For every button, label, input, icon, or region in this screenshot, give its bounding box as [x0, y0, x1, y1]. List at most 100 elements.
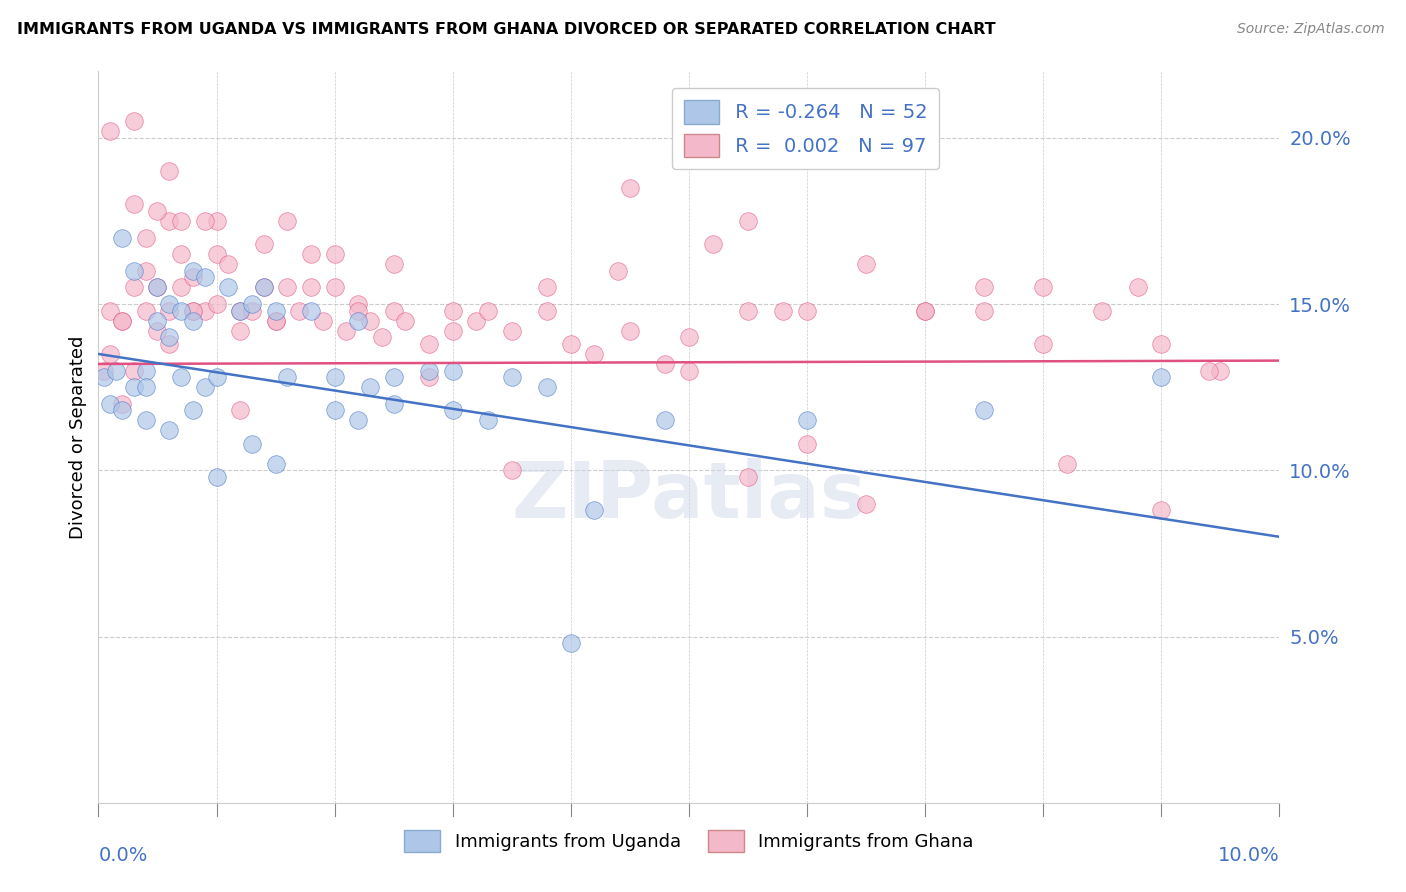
- Point: [264, 303, 287, 318]
- Point: [347, 303, 370, 318]
- Point: [122, 264, 145, 278]
- Point: [477, 413, 499, 427]
- Point: [1032, 280, 1054, 294]
- Point: [170, 280, 193, 294]
- Point: [654, 413, 676, 427]
- Point: [253, 237, 276, 252]
- Point: [323, 403, 346, 417]
- Point: [465, 314, 488, 328]
- Point: [441, 324, 464, 338]
- Point: [105, 363, 128, 377]
- Point: [229, 303, 252, 318]
- Point: [560, 337, 582, 351]
- Point: [382, 303, 405, 318]
- Point: [678, 363, 700, 377]
- Point: [347, 413, 370, 427]
- Point: [359, 380, 381, 394]
- Point: [441, 403, 464, 417]
- Point: [122, 114, 145, 128]
- Point: [855, 257, 877, 271]
- Point: [194, 270, 217, 285]
- Point: [1209, 363, 1232, 377]
- Point: [170, 247, 193, 261]
- Point: [135, 380, 157, 394]
- Point: [229, 324, 252, 338]
- Point: [299, 303, 322, 318]
- Legend: Immigrants from Uganda, Immigrants from Ghana: Immigrants from Uganda, Immigrants from …: [396, 823, 981, 860]
- Point: [205, 297, 228, 311]
- Point: [181, 264, 204, 278]
- Point: [146, 324, 169, 338]
- Point: [122, 197, 145, 211]
- Point: [98, 124, 121, 138]
- Point: [264, 457, 287, 471]
- Point: [477, 303, 499, 318]
- Point: [1032, 337, 1054, 351]
- Point: [855, 497, 877, 511]
- Point: [229, 403, 252, 417]
- Point: [418, 363, 440, 377]
- Point: [181, 303, 204, 318]
- Text: ZIPatlas: ZIPatlas: [512, 458, 866, 533]
- Point: [1150, 503, 1173, 517]
- Point: [122, 280, 145, 294]
- Point: [146, 280, 169, 294]
- Point: [914, 303, 936, 318]
- Point: [122, 380, 145, 394]
- Point: [382, 397, 405, 411]
- Point: [737, 303, 759, 318]
- Point: [418, 337, 440, 351]
- Point: [135, 413, 157, 427]
- Point: [737, 214, 759, 228]
- Point: [111, 230, 134, 244]
- Point: [111, 314, 134, 328]
- Point: [240, 436, 263, 450]
- Point: [323, 247, 346, 261]
- Point: [93, 370, 115, 384]
- Point: [299, 280, 322, 294]
- Point: [418, 370, 440, 384]
- Point: [217, 257, 239, 271]
- Point: [973, 303, 995, 318]
- Point: [181, 314, 204, 328]
- Point: [536, 303, 558, 318]
- Point: [382, 257, 405, 271]
- Point: [264, 314, 287, 328]
- Point: [619, 180, 641, 194]
- Point: [135, 264, 157, 278]
- Point: [394, 314, 416, 328]
- Point: [1126, 280, 1149, 294]
- Point: [583, 503, 606, 517]
- Point: [157, 297, 180, 311]
- Point: [229, 303, 252, 318]
- Point: [135, 363, 157, 377]
- Point: [98, 303, 121, 318]
- Point: [98, 347, 121, 361]
- Point: [737, 470, 759, 484]
- Point: [312, 314, 335, 328]
- Point: [536, 380, 558, 394]
- Point: [157, 303, 180, 318]
- Text: 10.0%: 10.0%: [1218, 846, 1279, 865]
- Point: [205, 214, 228, 228]
- Point: [181, 270, 204, 285]
- Point: [194, 214, 217, 228]
- Point: [973, 403, 995, 417]
- Point: [678, 330, 700, 344]
- Point: [1198, 363, 1220, 377]
- Point: [288, 303, 311, 318]
- Point: [240, 303, 263, 318]
- Point: [371, 330, 394, 344]
- Point: [240, 297, 263, 311]
- Point: [299, 247, 322, 261]
- Point: [702, 237, 724, 252]
- Point: [276, 214, 298, 228]
- Point: [441, 363, 464, 377]
- Point: [607, 264, 630, 278]
- Point: [111, 403, 134, 417]
- Point: [157, 424, 180, 438]
- Point: [157, 337, 180, 351]
- Point: [122, 363, 145, 377]
- Point: [772, 303, 794, 318]
- Point: [359, 314, 381, 328]
